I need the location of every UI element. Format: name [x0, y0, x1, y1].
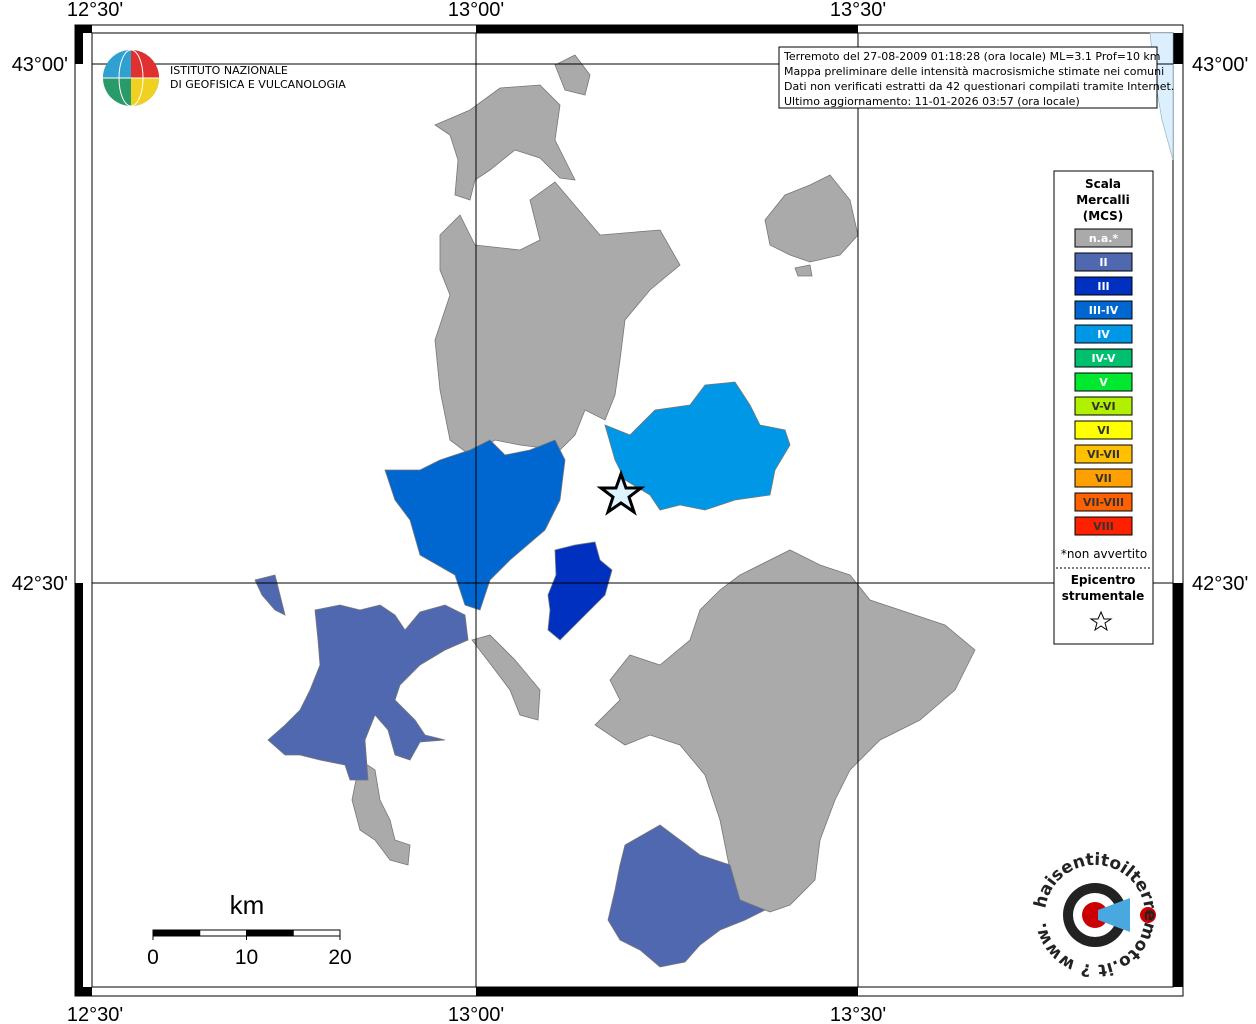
region-na	[471, 634, 541, 721]
legend-label: VII-VIII	[1083, 496, 1124, 509]
info-line: Mappa preliminare delle intensità macros…	[784, 65, 1164, 78]
epicenter-label: strumentale	[1062, 589, 1145, 603]
region-ii	[267, 604, 469, 781]
legend-label: V	[1099, 376, 1108, 389]
epicenter-label: Epicentro	[1071, 573, 1136, 587]
lon-label: 13°00'	[448, 1004, 504, 1024]
legend-label: III-IV	[1089, 304, 1119, 317]
region-iii-iv	[384, 439, 566, 611]
info-line: Terremoto del 27-08-2009 01:18:28 (ora l…	[783, 50, 1161, 63]
region-na	[351, 759, 411, 866]
lon-label: 13°30'	[830, 0, 886, 21]
lon-label: 13°00'	[448, 0, 504, 21]
legend-swatch	[1074, 492, 1133, 512]
info-line: Dati non verificati estratti da 42 quest…	[784, 80, 1174, 93]
legend-label: IV-V	[1091, 352, 1116, 365]
legend-swatch	[1074, 396, 1133, 416]
legend-swatch	[1074, 276, 1133, 296]
scale-label: 10	[235, 946, 258, 969]
region-na	[594, 549, 976, 913]
legend-swatch	[1074, 468, 1133, 488]
region-na	[434, 84, 576, 201]
legend-swatch	[1074, 348, 1133, 368]
legend-swatch	[1074, 252, 1133, 272]
region-na	[794, 264, 813, 277]
scale-bar: 0 10 20	[147, 929, 352, 969]
logo-text: ISTITUTO NAZIONALE	[170, 64, 288, 77]
lat-label: 42°30'	[12, 573, 68, 595]
region-iii	[547, 541, 613, 641]
legend-label: II	[1099, 256, 1107, 269]
legend-label: VI	[1097, 424, 1110, 437]
legend: ScalaMercalli(MCS)n.a.*IIIIIIII-IVIVIV-V…	[1061, 177, 1147, 561]
legend-label: III	[1097, 280, 1109, 293]
region-ii	[254, 574, 286, 616]
info-box	[778, 46, 1158, 109]
lon-label: 12°30'	[67, 1004, 123, 1024]
region-na	[434, 181, 681, 456]
lon-label: 13°30'	[830, 1004, 886, 1024]
region-na	[554, 54, 591, 96]
legend-swatch	[1074, 516, 1133, 536]
region-ii	[607, 824, 766, 968]
scale-segment	[199, 929, 247, 937]
frame-bars	[75, 25, 1183, 996]
legend-title: Scala	[1085, 177, 1121, 191]
legend-label: IV	[1097, 328, 1110, 341]
legend-swatch	[1074, 324, 1133, 344]
epicenter-star	[596, 469, 646, 516]
legend-swatch	[1074, 444, 1133, 464]
legend-swatch	[1074, 420, 1133, 440]
legend-note: *non avvertito	[1061, 547, 1147, 561]
info-line: Ultimo aggiornamento: 11-01-2026 03:57 (…	[784, 95, 1080, 108]
regions	[254, 54, 976, 968]
info-lines: Terremoto del 27-08-2009 01:18:28 (ora l…	[783, 50, 1174, 108]
scale-label: 20	[328, 946, 351, 969]
legend-label: VIII	[1093, 520, 1114, 533]
lat-label: 42°30'	[1192, 573, 1248, 595]
legend-label: n.a.*	[1089, 232, 1119, 245]
graticule	[92, 33, 1173, 987]
legend-label: VII	[1095, 472, 1112, 485]
legend-swatch	[1074, 300, 1133, 320]
lat-label: 43°00'	[1192, 54, 1248, 76]
logo-text: DI GEOFISICA E VULCANOLOGIA	[170, 78, 346, 91]
epicenter-symbol	[1089, 610, 1113, 632]
legend-title: (MCS)	[1083, 209, 1124, 223]
scale-segment	[292, 929, 341, 937]
region-iv	[604, 381, 791, 511]
scale-label: 0	[147, 946, 159, 969]
legend-swatch	[1074, 372, 1133, 392]
legend-swatch	[1074, 228, 1133, 248]
lon-label: 12°30'	[67, 0, 123, 21]
legend-label: VI-VII	[1087, 448, 1120, 461]
legend-label: V-VI	[1091, 400, 1115, 413]
scale-segment	[246, 929, 294, 937]
scale-segment	[152, 929, 201, 937]
lat-label: 43°00'	[12, 54, 68, 76]
scale-unit: km	[230, 890, 265, 920]
ingv-logo: ISTITUTO NAZIONALE DI GEOFISICA E VULCAN…	[103, 49, 346, 107]
legend-title: Mercalli	[1076, 193, 1130, 207]
